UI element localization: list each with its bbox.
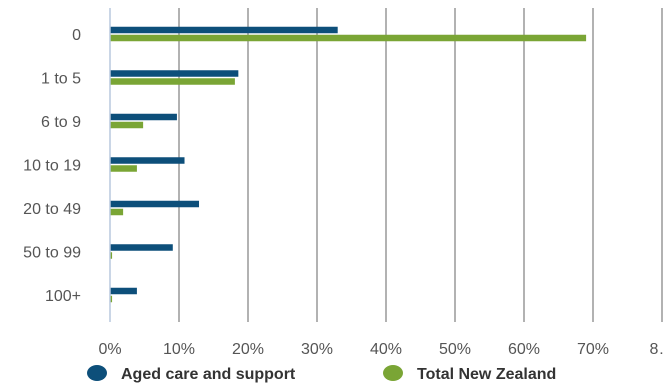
- bar-series-group: [110, 26, 587, 303]
- bar: [110, 244, 173, 251]
- bar: [110, 295, 113, 303]
- bar: [110, 113, 177, 121]
- bar: [110, 200, 200, 208]
- bar: [110, 252, 113, 259]
- bar: [110, 70, 239, 77]
- x-tick-label: 60%: [508, 341, 540, 358]
- legend-swatch: [383, 365, 403, 381]
- legend: Aged care and support Total New Zealand: [87, 365, 556, 383]
- x-tick-label: 70%: [577, 341, 609, 358]
- y-tick-label: 50 to 99: [23, 245, 81, 262]
- bar: [110, 165, 137, 172]
- x-tick-label: 10%: [163, 341, 195, 358]
- x-tick-label: 50%: [439, 341, 471, 358]
- y-tick-label: 6 to 9: [41, 114, 81, 131]
- y-tick-label: 20 to 49: [23, 201, 81, 218]
- bar: [110, 121, 144, 129]
- legend-label: Total New Zealand: [417, 366, 556, 383]
- x-tick-label: 20%: [232, 341, 264, 358]
- y-tick-label: 1 to 5: [41, 71, 81, 88]
- bar: [110, 157, 185, 164]
- bar: [110, 78, 235, 85]
- x-tick-label: 30%: [301, 341, 333, 358]
- y-tick-label: 100+: [45, 288, 81, 305]
- gridlines: [178, 8, 663, 322]
- bar: [110, 208, 124, 216]
- y-tick-label: 0: [72, 27, 81, 44]
- legend-swatch: [87, 365, 107, 381]
- x-tick-label: 40%: [370, 341, 402, 358]
- x-tick-labels: 0% 10% 20% 30% 40% 50% 60% 70% 8…: [98, 341, 664, 358]
- bar: [110, 287, 137, 295]
- x-tick-label: 0%: [98, 341, 121, 358]
- x-tick-label: 8…: [650, 341, 664, 358]
- y-tick-label: 10 to 19: [23, 158, 81, 175]
- bar: [110, 26, 338, 34]
- y-tick-labels: 0 1 to 5 6 to 9 10 to 19 20 to 49 50 to 99 100…: [23, 27, 81, 305]
- bar: [110, 34, 587, 42]
- legend-label: Aged care and support: [121, 366, 296, 383]
